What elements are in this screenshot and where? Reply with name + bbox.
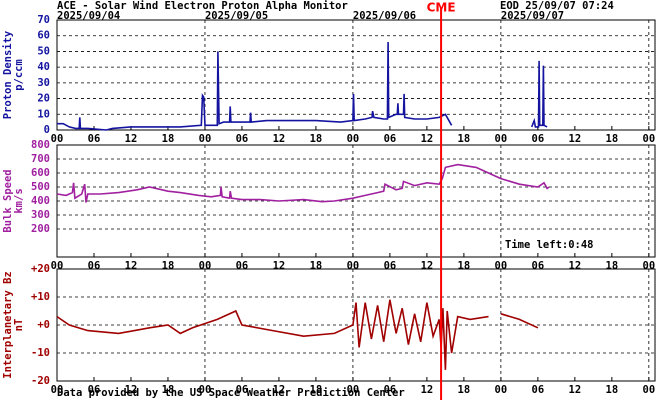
x-tick-label: 12: [421, 260, 434, 272]
y-tick-label: +0: [37, 319, 50, 331]
x-tick-label: 00: [347, 133, 360, 145]
data-line: [56, 163, 550, 203]
x-tick-label: 06: [236, 384, 249, 396]
y-axis-label: Bulk Speed: [2, 169, 14, 232]
x-tick-label: 06: [532, 260, 545, 272]
y-tick-label: -10: [31, 347, 50, 359]
x-tick-label: 12: [273, 133, 286, 145]
x-tick-label: 18: [162, 260, 175, 272]
x-tick-label: 00: [347, 384, 360, 396]
y-axis-label: Interplanetary Bz: [2, 271, 14, 378]
date-label: 2025/09/04: [57, 10, 120, 22]
x-tick-label: 18: [310, 384, 323, 396]
x-tick-label: 12: [273, 260, 286, 272]
data-line: [57, 41, 548, 131]
y-tick-label: 0: [44, 124, 50, 136]
plot-frame: [56, 19, 656, 131]
x-tick-label: 00: [199, 133, 212, 145]
y-tick-label: 10: [37, 108, 50, 120]
x-tick-label: 12: [125, 133, 138, 145]
y-tick-label: +20: [31, 263, 50, 275]
date-label: 2025/09/07: [501, 10, 564, 22]
x-tick-label: 12: [569, 384, 582, 396]
chart-title: ACE - Solar Wind Electron Proton Alpha M…: [57, 0, 348, 12]
y-tick-label: 50: [37, 45, 50, 57]
y-axis-label: nT: [13, 319, 25, 332]
x-tick-label: 12: [569, 133, 582, 145]
eod-label: EOD 25/09/07 07:24: [500, 0, 614, 12]
y-axis-label: p/ccm: [13, 59, 25, 91]
x-tick-label: 12: [421, 133, 434, 145]
date-label: 2025/09/06: [353, 10, 416, 22]
y-tick-label: 300: [31, 209, 50, 221]
y-tick-label: 400: [31, 195, 50, 207]
x-tick-label: 18: [310, 133, 323, 145]
x-tick-label: 00: [51, 384, 64, 396]
x-tick-label: 06: [88, 384, 101, 396]
x-tick-label: 06: [532, 133, 545, 145]
x-tick-label: 00: [495, 384, 508, 396]
x-tick-label: 18: [310, 260, 323, 272]
data-line: [56, 299, 539, 370]
x-tick-label: 12: [125, 260, 138, 272]
x-tick-label: 06: [236, 260, 249, 272]
x-tick-label: 00: [495, 133, 508, 145]
x-tick-label: 06: [88, 133, 101, 145]
x-tick-label: 06: [88, 260, 101, 272]
x-tick-label: 12: [421, 384, 434, 396]
x-tick-label: 06: [384, 133, 397, 145]
x-tick-label: 18: [162, 384, 175, 396]
x-tick-label: 06: [384, 384, 397, 396]
x-tick-label: 00: [643, 384, 656, 396]
x-tick-label: 18: [606, 133, 619, 145]
x-tick-label: 18: [458, 260, 471, 272]
y-tick-label: 500: [31, 181, 50, 193]
x-tick-label: 00: [643, 133, 656, 145]
y-tick-label: 700: [31, 153, 50, 165]
x-tick-label: 00: [199, 384, 212, 396]
footer: Data provided by the US Space Weather Pr…: [57, 387, 405, 399]
y-tick-label: 40: [37, 61, 50, 73]
y-tick-label: 60: [37, 30, 50, 42]
y-axis-label: km/s: [13, 188, 25, 213]
note: Time left:0:48: [505, 239, 594, 251]
y-tick-label: 800: [31, 139, 50, 151]
x-tick-label: 18: [162, 133, 175, 145]
y-tick-label: 20: [37, 93, 50, 105]
x-tick-label: 12: [125, 384, 138, 396]
y-tick-label: +10: [31, 291, 50, 303]
x-tick-label: 12: [273, 384, 286, 396]
x-tick-label: 18: [458, 133, 471, 145]
date-label: 2025/09/05: [205, 10, 268, 22]
x-tick-label: 06: [384, 260, 397, 272]
y-tick-label: 70: [37, 14, 50, 26]
y-tick-label: 600: [31, 167, 50, 179]
x-tick-label: 18: [606, 384, 619, 396]
y-axis-label: Proton Density: [2, 30, 14, 119]
y-tick-label: 30: [37, 77, 50, 89]
y-tick-label: 200: [31, 223, 50, 235]
x-tick-label: 18: [606, 260, 619, 272]
x-tick-label: 18: [458, 384, 471, 396]
x-tick-label: 06: [236, 133, 249, 145]
x-tick-label: 12: [569, 260, 582, 272]
x-tick-label: 00: [51, 133, 64, 145]
x-tick-label: 06: [532, 384, 545, 396]
y-tick-label: -20: [31, 375, 50, 387]
annotation-label: CME: [427, 1, 456, 15]
